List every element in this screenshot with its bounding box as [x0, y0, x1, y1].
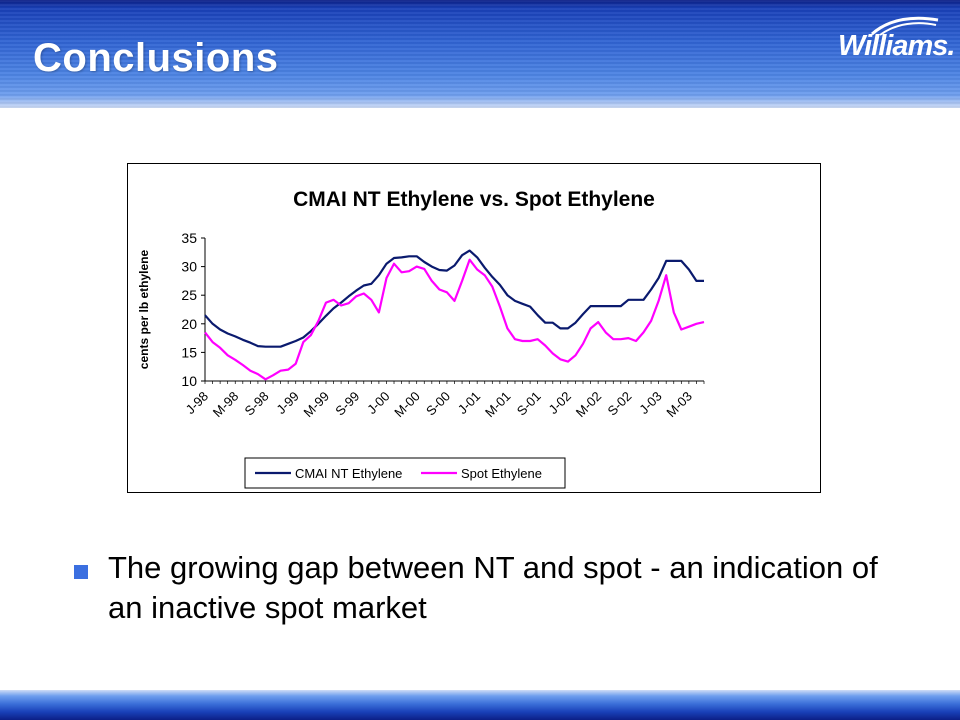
- x-tick-label: M-01: [482, 389, 514, 421]
- legend-label: CMAI NT Ethylene: [295, 466, 402, 481]
- header-texture: [0, 0, 960, 108]
- chart-frame: CMAI NT Ethylene vs. Spot Ethylene cents …: [127, 163, 821, 493]
- series-line-cmai-nt-ethylene: [204, 249, 704, 348]
- x-tick-label: M-00: [391, 389, 423, 421]
- x-tick-label: M-98: [210, 389, 242, 421]
- x-tick-label: S-01: [514, 389, 544, 419]
- x-tick-label: S-00: [423, 389, 453, 419]
- x-tick-label: M-02: [573, 389, 605, 421]
- line-chart: CMAI NT Ethylene vs. Spot Ethylene cents …: [137, 188, 705, 489]
- y-tick-label: 20: [181, 316, 197, 332]
- legend-label: Spot Ethylene: [461, 466, 542, 481]
- legend-box: [244, 457, 566, 489]
- x-tick-label: S-02: [604, 389, 634, 419]
- x-tick-label: M-03: [663, 389, 695, 421]
- x-tick-label: S-99: [332, 389, 362, 419]
- slide-header: [0, 0, 960, 108]
- x-tick-label: J-00: [364, 389, 392, 417]
- x-tick-label: J-98: [183, 389, 211, 417]
- y-tick-label: 15: [181, 344, 197, 360]
- x-tick-label: J-99: [273, 389, 301, 417]
- series-line-spot-ethylene: [204, 258, 705, 381]
- y-axis-label: cents per lb ethylene: [137, 249, 151, 369]
- y-tick-label: 35: [181, 230, 197, 246]
- y-tick-label: 30: [181, 259, 197, 275]
- x-tick-label: J-03: [636, 389, 664, 417]
- x-tick-label: J-02: [546, 389, 574, 417]
- x-tick-label: M-99: [301, 389, 333, 421]
- slide-footer: [0, 690, 960, 720]
- x-tick-label: S-98: [242, 389, 272, 419]
- chart-title: CMAI NT Ethylene vs. Spot Ethylene: [293, 188, 655, 211]
- y-tick-label: 10: [181, 373, 197, 389]
- slide-title: Conclusions: [33, 36, 279, 80]
- bullet-square-icon: [74, 565, 88, 579]
- y-tick-label: 25: [181, 287, 197, 303]
- williams-logo: Williams.: [838, 30, 955, 62]
- bullet-text: The growing gap between NT and spot - an…: [108, 550, 878, 625]
- williams-logo-swoosh: [871, 16, 939, 36]
- x-tick-label: J-01: [455, 389, 483, 417]
